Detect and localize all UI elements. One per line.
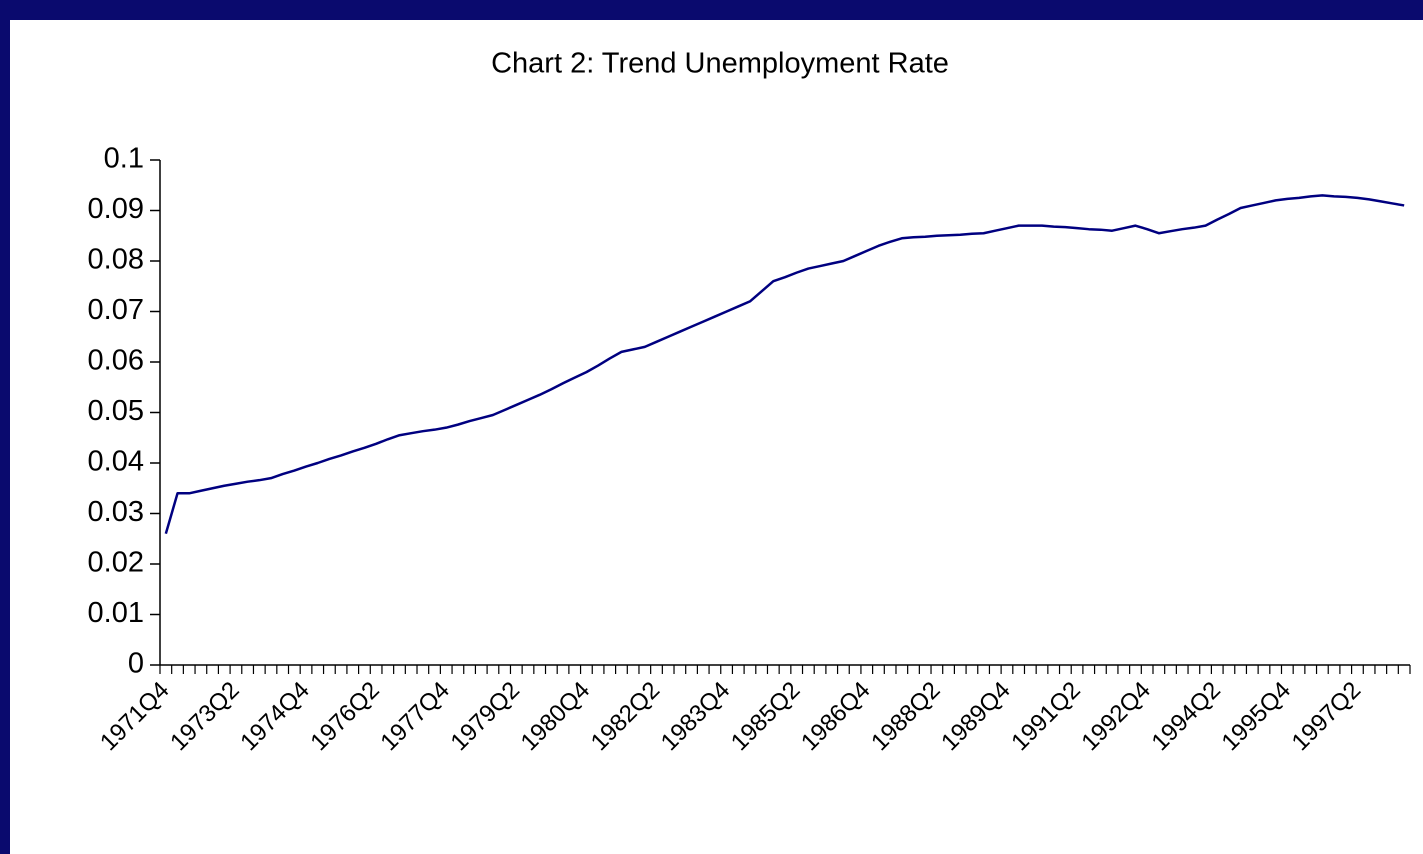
y-tick-label: 0.02 — [88, 547, 144, 579]
y-tick-label: 0.04 — [88, 446, 144, 478]
y-tick-label: 0.09 — [88, 193, 144, 225]
chart-title: Chart 2: Trend Unemployment Rate — [491, 48, 949, 80]
y-tick-label: 0.08 — [88, 244, 144, 276]
y-tick-label: 0.03 — [88, 496, 144, 528]
y-tick-label: 0.01 — [88, 597, 144, 629]
y-tick-label: 0 — [128, 648, 144, 680]
y-tick-label: 0.06 — [88, 345, 144, 377]
data-line — [164, 194, 1405, 535]
y-tick-label: 0.07 — [88, 294, 144, 326]
chart-panel — [10, 20, 1423, 854]
y-tick-label: 0.1 — [104, 143, 144, 175]
y-tick-label: 0.05 — [88, 395, 144, 427]
